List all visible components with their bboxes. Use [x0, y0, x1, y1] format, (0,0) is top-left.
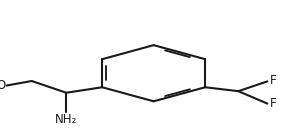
Text: F: F: [270, 75, 276, 87]
Text: NH₂: NH₂: [55, 113, 77, 126]
Text: O: O: [0, 79, 5, 92]
Text: F: F: [270, 98, 276, 110]
